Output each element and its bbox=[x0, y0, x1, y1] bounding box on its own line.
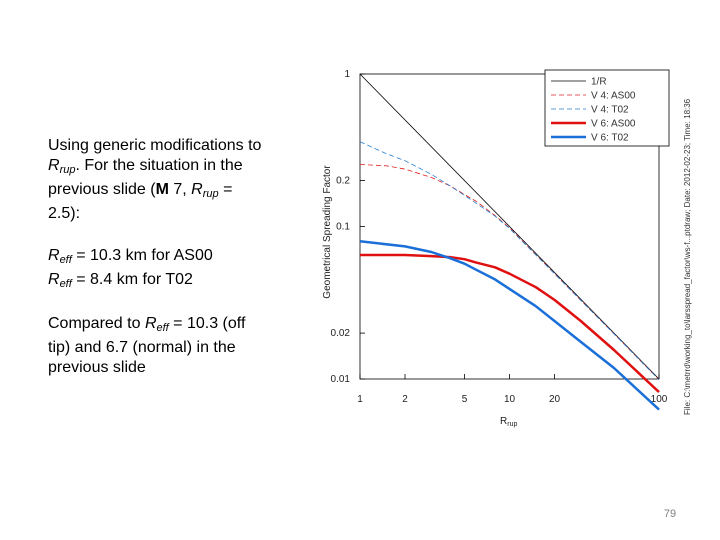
x-tick-label: 10 bbox=[504, 394, 516, 405]
legend-label-5: V 6: T02 bbox=[591, 133, 629, 144]
compare-line-2: tip) and 6.7 (normal) in the bbox=[48, 339, 236, 356]
y-axis-label: Geometrical Spreading Factor bbox=[322, 165, 333, 299]
x-tick-label: 1 bbox=[357, 394, 363, 405]
series-line-1 bbox=[359, 73, 660, 380]
legend-box bbox=[544, 69, 670, 147]
x-axis-label: Rrup bbox=[500, 416, 517, 428]
y-tick-label: 0.1 bbox=[336, 222, 350, 233]
tick-layer: 1 2 5 10 20 100 1 0.2 0.1 0.02 0.01 bbox=[331, 69, 668, 405]
x-axis-label-sub: rup bbox=[507, 421, 517, 428]
series-layer bbox=[359, 73, 660, 411]
series-line-4 bbox=[360, 253, 660, 394]
intro-text: Using generic modifications to Rrup. For… bbox=[48, 136, 298, 224]
y-tick-label: 0.02 bbox=[331, 328, 351, 339]
legend-label-1: 1/R bbox=[591, 77, 607, 88]
series-line-2 bbox=[359, 164, 660, 380]
intro-line-1: Using generic modifications to bbox=[48, 137, 262, 154]
reff-line-t02: Reff = 8.4 km for T02 bbox=[48, 271, 193, 290]
compare-text: Compared to Reff = 10.3 (off tip) and 6.… bbox=[48, 314, 298, 378]
x-tick-label: 2 bbox=[402, 394, 408, 405]
series-line-3 bbox=[359, 141, 660, 380]
file-info-note: File: C:\metrrd\working_to\larsspread_fa… bbox=[683, 98, 692, 415]
page-number: 79 bbox=[663, 508, 677, 520]
compare-line-1: Compared to Reff = 10.3 (off bbox=[48, 315, 246, 334]
intro-line-2: Rrup. For the situation in the bbox=[48, 157, 243, 176]
legend-label-3: V 4: T02 bbox=[591, 105, 629, 116]
reff-text: Reff = 10.3 km for AS00 Reff = 8.4 km fo… bbox=[48, 246, 298, 294]
legend: 1/R V 4: AS00 V 4: T02 V 6: AS00 V 6: T02 bbox=[544, 69, 670, 147]
legend-label-2: V 4: AS00 bbox=[591, 91, 636, 102]
series-line-5 bbox=[359, 240, 660, 411]
y-tick-label: 0.01 bbox=[331, 374, 351, 385]
intro-line-4: 2.5): bbox=[48, 205, 81, 222]
x-tick-label: 20 bbox=[549, 394, 561, 405]
x-axis-label-main: R bbox=[500, 416, 507, 427]
intro-line-3: previous slide (M 7, Rrup = bbox=[48, 181, 233, 200]
reff-line-as00: Reff = 10.3 km for AS00 bbox=[48, 247, 213, 266]
x-tick-label: 5 bbox=[462, 394, 468, 405]
legend-label-4: V 6: AS00 bbox=[591, 119, 636, 130]
x-tick-label: 100 bbox=[651, 394, 668, 405]
y-tick-label: 1 bbox=[344, 69, 350, 80]
y-tick-label: 0.2 bbox=[336, 176, 350, 187]
compare-line-3: previous slide bbox=[48, 359, 146, 376]
